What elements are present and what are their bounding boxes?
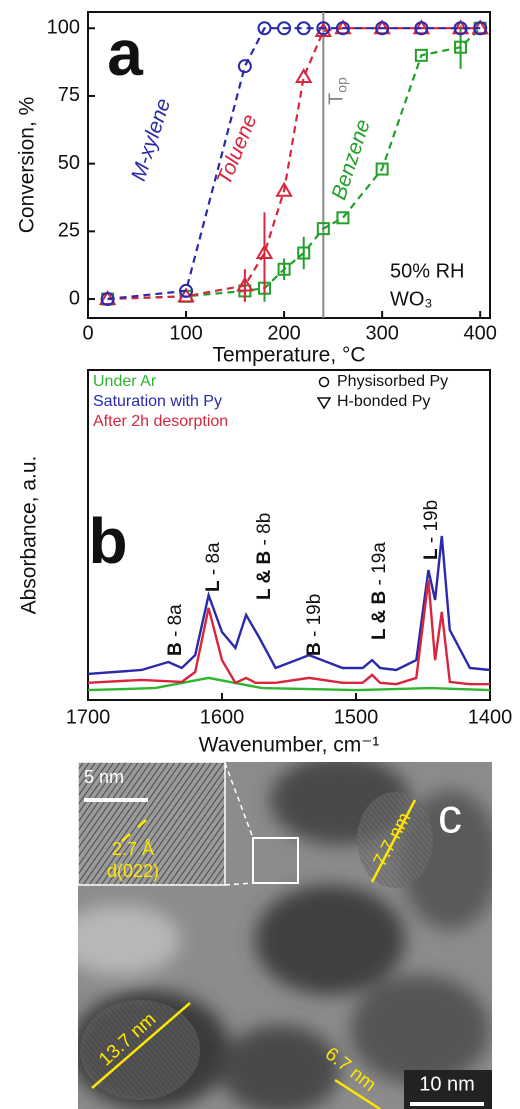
series-label: Benzene [327,117,374,203]
x-tick-label: 300 [365,322,398,344]
series-label: M-xylene [127,96,175,184]
y-tick-label: 0 [69,287,80,309]
legend-symbol [318,376,330,388]
marker [414,48,428,62]
peak-label-text: - 19b [421,500,442,549]
marker [473,21,488,36]
series-line [87,579,490,686]
marker [179,283,194,298]
annotation: 50% RH [390,260,464,282]
plane-label: d(022) [107,861,159,881]
x-tick-label: 100 [169,322,202,344]
y-axis-label: Absorbance, a.u. [18,456,41,615]
marker [316,21,331,36]
legend-entry: Under Ar [93,373,157,390]
peak-label-text: - 19a [369,542,390,591]
peak-label-strong: L [203,580,224,592]
marker [316,222,330,236]
legend-symbol [316,397,332,410]
marker [237,59,252,74]
plot-frame [87,369,491,701]
reference-label-sub: op [333,77,349,93]
marker [414,21,429,36]
peak-label: B - 8a [165,604,186,656]
series-label: Toluene [213,111,262,188]
y-axis-label: Conversion, % [16,97,39,234]
peak-label-text: - 19b [304,594,325,643]
scale-bar-label: 10 nm [419,1073,475,1095]
marker [297,246,311,260]
marker [453,21,468,36]
y-tick-label: 25 [58,220,80,242]
panel-label: b [88,505,127,577]
peak-label-strong: B [304,642,325,656]
panel-label: a [107,17,143,89]
peak-label-text: - 8b [254,513,275,551]
y-tick-label: 100 [47,17,80,39]
reference-label-main: T [326,93,348,105]
plot-frame [87,11,491,319]
series-line [87,535,491,676]
series-line [87,676,491,692]
legend-entry: After 2h desorption [93,413,228,430]
series-line [107,27,481,301]
peak-label-strong: B [165,642,186,656]
marker [100,292,115,307]
marker [277,21,292,36]
reference-label: Top [326,77,349,105]
y-tick-label: 50 [58,152,80,174]
marker [257,21,272,36]
peak-label: L - 8a [203,542,224,592]
peak-label-text: - 8a [165,604,186,642]
peak-label-strong: L [421,548,442,560]
x-tick-label: 1600 [200,706,245,728]
peak-label-strong: L & B [369,591,390,640]
peak-label-strong: L & B [254,551,275,600]
marker [255,244,274,260]
legend-entry: H-bonded Py [337,393,430,410]
peak-label: L & B - 19a [369,542,390,640]
series-line [107,27,481,301]
marker [277,262,291,276]
series-line [107,27,481,301]
panel-label: c [438,791,462,844]
y-tick-label: 75 [58,84,80,106]
marker [335,21,350,36]
x-axis-label: Temperature, °C [212,344,365,367]
marker [336,211,350,225]
x-tick-label: 1400 [468,706,513,728]
marker [375,21,390,36]
x-axis-label: Wavenumber, cm⁻¹ [199,734,380,757]
x-tick-label: 200 [267,322,300,344]
legend-entry: Physisorbed Py [337,373,448,390]
peak-label: B - 19b [304,594,325,656]
x-tick-label: 400 [464,322,497,344]
tem-image [78,762,492,1109]
x-tick-label: 1500 [334,706,379,728]
peak-label-text: - 8a [203,542,224,580]
marker [296,21,311,36]
marker [454,40,468,54]
x-tick-label: 0 [82,322,93,344]
peak-label: L - 19b [421,500,442,560]
marker [275,181,293,197]
legend-entry: Saturation with Py [93,393,222,410]
lattice-spacing: 2.7 Å [112,839,154,859]
marker [375,162,389,176]
inset-scale-label: 5 nm [84,767,124,787]
annotation: WO₃ [390,288,433,310]
x-tick-label: 1700 [66,706,111,728]
marker [236,276,254,292]
peak-label: L & B - 8b [254,513,275,600]
marker [314,21,333,37]
marker [294,68,313,83]
